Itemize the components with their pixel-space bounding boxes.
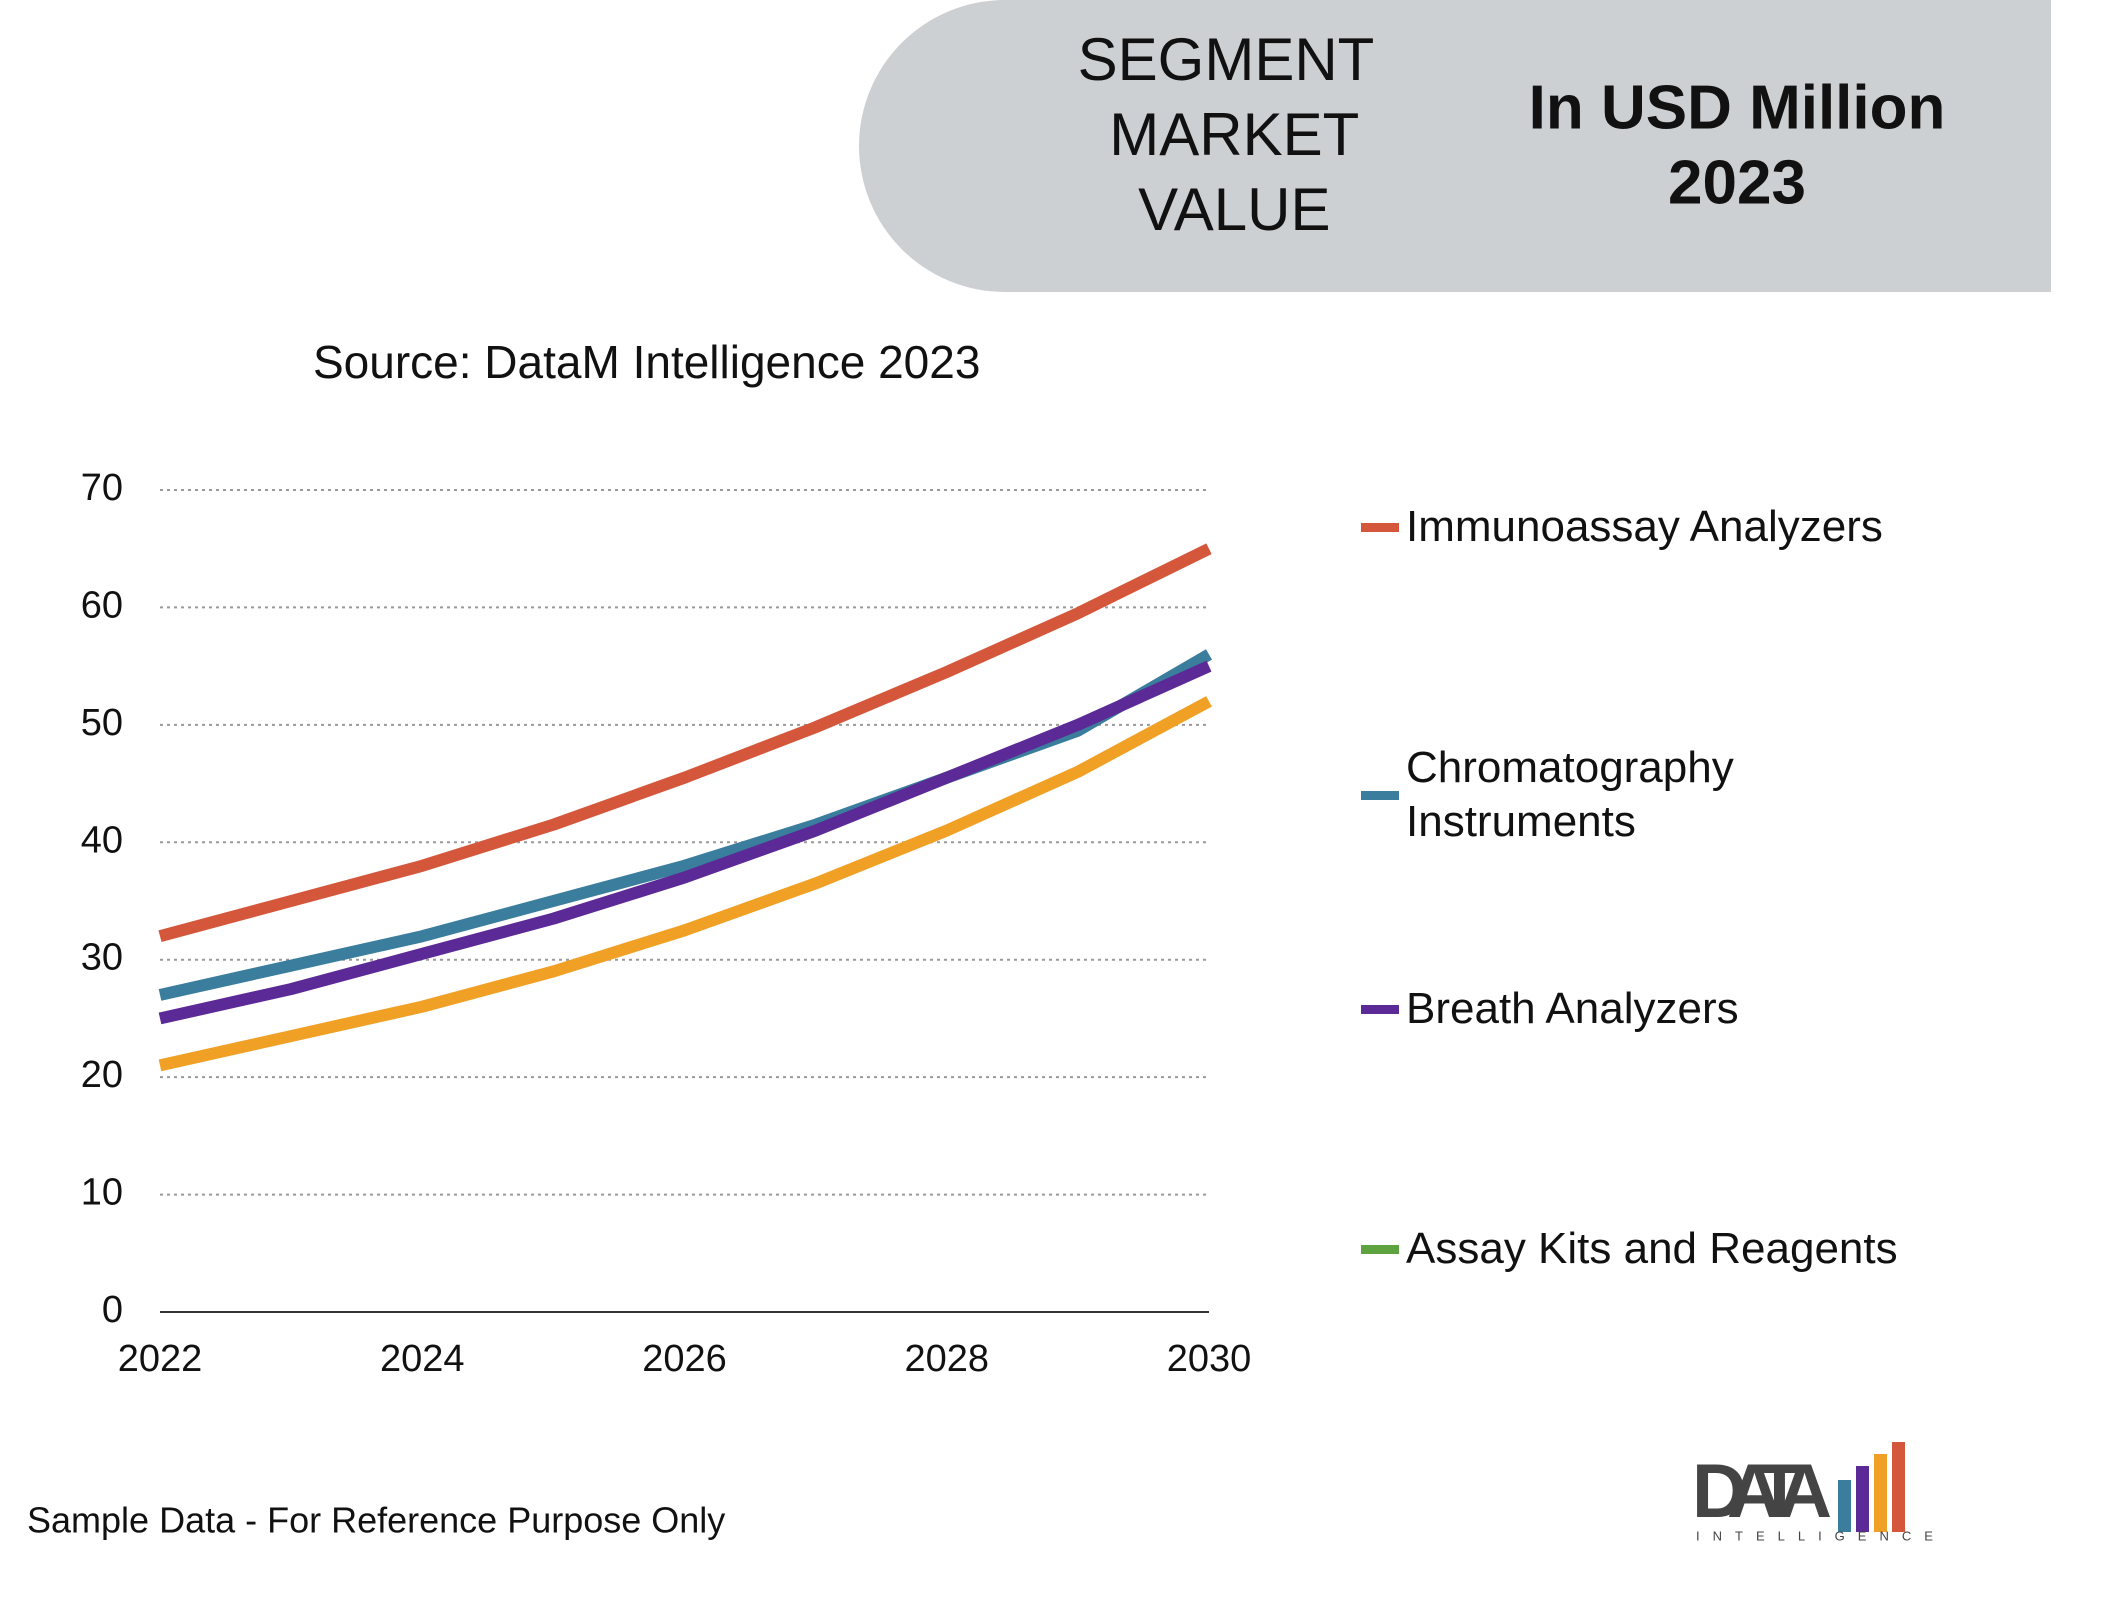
logo-name: DATA xyxy=(1692,1449,1832,1534)
legend-entry: Breath Analyzers xyxy=(1361,982,1981,1036)
series-line xyxy=(158,660,1212,1025)
series-line xyxy=(158,696,1212,1072)
legend-swatch xyxy=(1361,790,1399,800)
y-tick-label: 70 xyxy=(81,467,123,509)
y-tick-label: 0 xyxy=(102,1289,123,1331)
legend-entry: Immunoassay Analyzers xyxy=(1361,500,1981,554)
legend-label: Immunoassay Analyzers xyxy=(1406,502,1883,551)
logo-bar xyxy=(1856,1466,1869,1532)
legend-swatch xyxy=(1361,1004,1399,1014)
y-tick-label: 60 xyxy=(81,584,123,626)
legend-entry: Chromatography Instruments xyxy=(1361,741,1981,849)
header-year: 2023 xyxy=(1668,148,1806,217)
header-banner xyxy=(859,0,2051,292)
logo: DATA INTELLIGENCE xyxy=(1692,1442,1946,1543)
x-tick-label: 2030 xyxy=(1167,1338,1252,1380)
legend-swatch xyxy=(1361,522,1399,532)
y-tick-label: 20 xyxy=(81,1054,123,1096)
y-tick-label: 10 xyxy=(81,1172,123,1214)
footer-note: Sample Data - For Reference Purpose Only xyxy=(27,1500,725,1541)
legend-label: Assay Kits and Reagents xyxy=(1406,1224,1898,1273)
x-tick-label: 2026 xyxy=(642,1338,727,1380)
x-tick-label: 2028 xyxy=(904,1338,989,1380)
y-tick-label: 50 xyxy=(81,702,123,744)
legend-label: Chromatography Instruments xyxy=(1406,743,1734,846)
legend-swatch xyxy=(1361,1244,1399,1254)
x-tick-label: 2024 xyxy=(380,1338,465,1380)
header-label: SEGMENT MARKET VALUE xyxy=(1078,26,1375,243)
chart-subtitle: Source: DataM Intelligence 2023 xyxy=(313,336,980,388)
logo-tagline: INTELLIGENCE xyxy=(1696,1528,1946,1543)
header-unit: In USD Million xyxy=(1529,73,1946,142)
legend-label: Breath Analyzers xyxy=(1406,984,1739,1033)
y-tick-label: 30 xyxy=(81,937,123,979)
y-tick-label: 40 xyxy=(81,819,123,861)
logo-bar xyxy=(1892,1442,1905,1532)
series-line xyxy=(158,649,1213,1001)
x-tick-label: 2022 xyxy=(118,1338,203,1380)
logo-bar xyxy=(1838,1480,1851,1532)
logo-bar xyxy=(1874,1454,1887,1532)
legend-entry: Assay Kits and Reagents xyxy=(1361,1222,1981,1276)
series-line xyxy=(158,543,1212,943)
